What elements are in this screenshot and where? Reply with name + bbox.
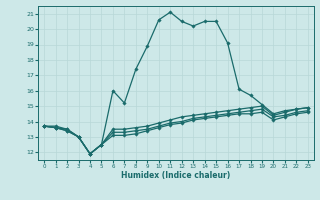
X-axis label: Humidex (Indice chaleur): Humidex (Indice chaleur): [121, 171, 231, 180]
